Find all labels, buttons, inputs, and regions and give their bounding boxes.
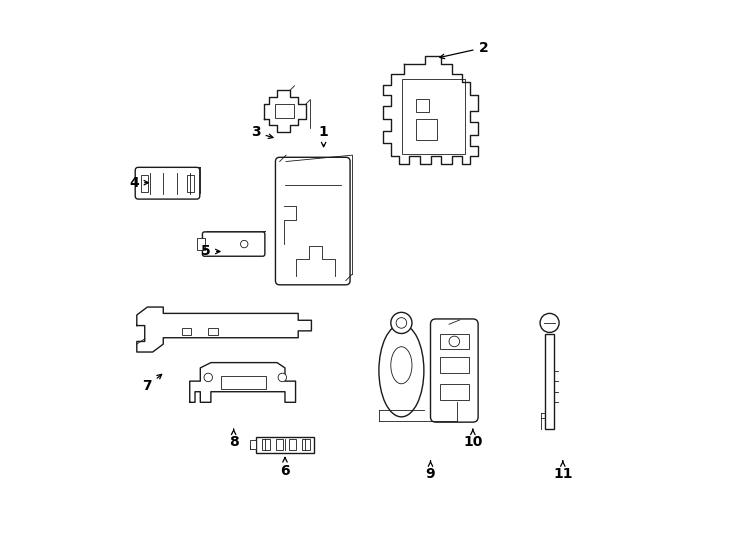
Bar	[440, 357, 468, 373]
Ellipse shape	[379, 324, 424, 417]
Bar	[256, 437, 314, 453]
Bar	[276, 440, 283, 450]
Text: 5: 5	[201, 245, 220, 259]
FancyBboxPatch shape	[203, 232, 265, 256]
Bar	[141, 175, 148, 192]
Circle shape	[278, 373, 286, 382]
Bar	[250, 440, 256, 449]
Polygon shape	[137, 307, 311, 352]
FancyBboxPatch shape	[431, 319, 478, 422]
Text: 3: 3	[251, 125, 273, 139]
Bar	[440, 384, 468, 400]
Bar	[302, 440, 310, 450]
Text: 10: 10	[463, 429, 482, 449]
Text: 8: 8	[229, 429, 239, 449]
Bar	[197, 238, 205, 250]
FancyBboxPatch shape	[275, 157, 350, 285]
Text: 7: 7	[142, 374, 161, 394]
Circle shape	[390, 312, 412, 334]
Bar	[440, 334, 468, 349]
Bar	[208, 328, 218, 335]
Text: 11: 11	[553, 461, 573, 481]
Bar	[415, 119, 437, 140]
Bar	[262, 440, 269, 450]
Text: 6: 6	[280, 457, 290, 478]
Polygon shape	[264, 90, 306, 132]
Polygon shape	[189, 363, 296, 402]
Text: 9: 9	[426, 461, 435, 481]
Bar	[222, 376, 266, 389]
FancyBboxPatch shape	[135, 167, 200, 199]
Polygon shape	[383, 56, 478, 164]
Bar	[545, 334, 554, 429]
Bar	[402, 79, 465, 153]
Text: 1: 1	[319, 125, 329, 147]
Text: 4: 4	[129, 176, 148, 190]
Bar	[415, 99, 429, 112]
Bar	[275, 104, 294, 118]
Circle shape	[540, 313, 559, 333]
Circle shape	[396, 318, 407, 328]
Circle shape	[204, 373, 212, 382]
Bar	[289, 440, 297, 450]
Bar	[187, 175, 194, 192]
Bar	[182, 328, 192, 335]
Text: 2: 2	[440, 40, 488, 59]
